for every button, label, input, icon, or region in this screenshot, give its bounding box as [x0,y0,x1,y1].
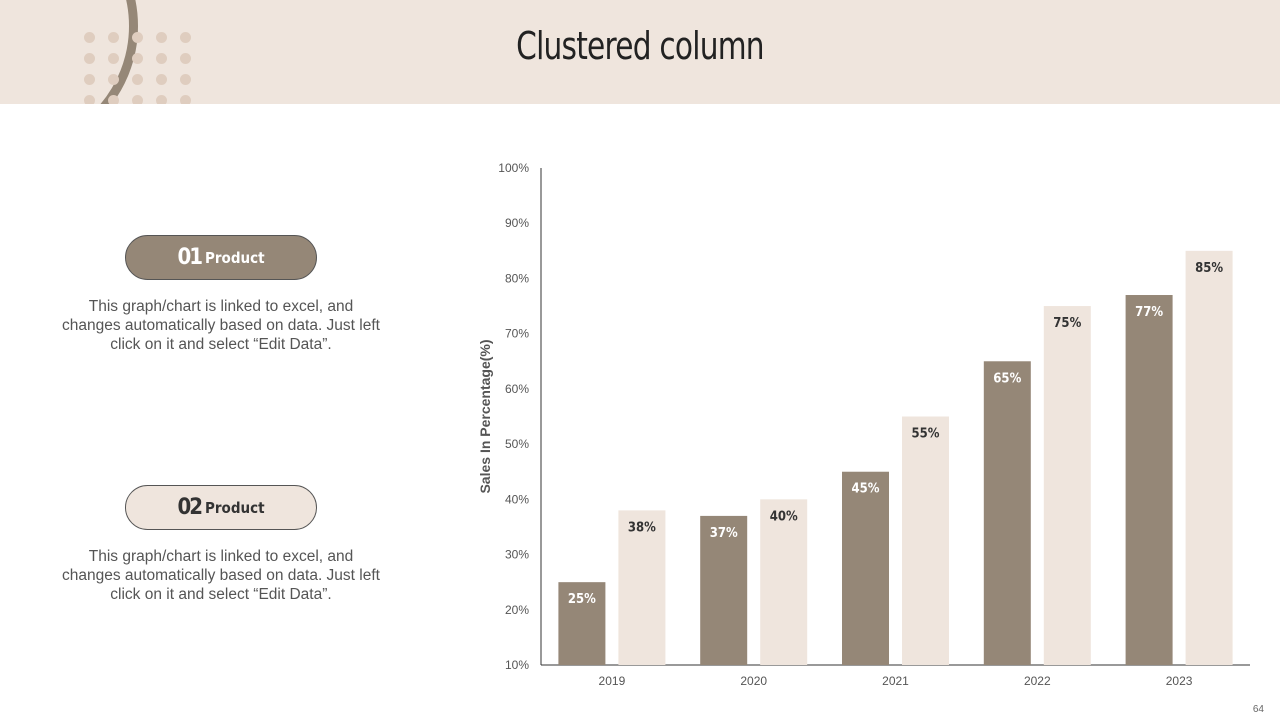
decorative-dot [84,74,95,85]
x-tick-label: 2021 [882,674,909,688]
clustered-column-chart: 10% 20% 30% 40% 50% 60% 70% 80% 90% 100% Sales In … [477,161,1250,688]
decorative-dot [156,53,167,64]
data-label-2022-series-1: 65% [993,371,1021,386]
data-label-2020-series-1: 37% [710,526,738,541]
data-label-2021-series-2: 55% [912,427,940,442]
y-axis-title: Sales In Percentage(%) [477,339,493,493]
decorative-dot [180,32,191,43]
data-label-2021-series-1: 45% [852,482,880,497]
y-tick-label: 70% [505,327,529,341]
bar-2021-series-2 [902,416,949,665]
decorative-dot [108,95,119,104]
decorative-dot [108,53,119,64]
product-02-pill: 02 Product [125,485,317,530]
data-label-2020-series-2: 40% [770,509,798,524]
data-label-2023-series-2: 85% [1195,261,1223,276]
decorative-dot [156,32,167,43]
x-tick-label: 2020 [740,674,767,688]
data-label-2019-series-1: 25% [568,592,596,607]
bar-2023-series-1 [1125,295,1173,665]
y-tick-label: 20% [505,603,529,617]
y-tick-label: 10% [505,658,529,672]
bar-2023-series-2 [1185,250,1233,665]
product-02-label: Product [205,498,265,517]
decorative-dot [156,95,167,104]
decorative-dot [132,95,143,104]
page-number: 64 [1252,704,1264,715]
x-tick-label: 2023 [1166,674,1193,688]
decorative-dot [84,95,95,104]
decorative-dot-grid [84,32,191,104]
product-02-description: This graph/chart is linked to excel, and… [62,548,380,603]
decorative-dot [132,32,143,43]
x-tick-label: 2022 [1024,674,1051,688]
bar-2020-series-2 [760,499,808,665]
decorative-dot [132,53,143,64]
data-label-2019-series-2: 38% [628,520,656,535]
decorative-dot [180,95,191,104]
product-01-description: This graph/chart is linked to excel, and… [62,298,380,353]
page-title: Clustered column [516,24,764,68]
decorative-dot [84,53,95,64]
data-label-2022-series-2: 75% [1053,316,1081,331]
bar-2020-series-1 [700,515,748,665]
bar-2022-series-1 [983,361,1031,665]
decorative-dot [84,32,95,43]
bar-2019-series-2 [618,510,666,665]
data-label-2023-series-1: 77% [1135,305,1163,320]
product-01-label: Product [205,248,265,267]
decorative-dot [156,74,167,85]
y-tick-label: 40% [505,492,529,506]
y-tick-label: 60% [505,382,529,396]
y-tick-label: 100% [498,161,529,175]
decorative-dot [132,74,143,85]
y-tick-label: 90% [505,216,529,230]
product-02-number: 02 [177,495,203,520]
bar-2021-series-1 [842,471,889,665]
bar-2019-series-1 [558,582,606,665]
decorative-ring [0,0,138,104]
product-01-pill: 01 Product [125,235,317,280]
decorative-dot [180,74,191,85]
product-01-number: 01 [177,245,203,270]
header-band: Clustered column [0,0,1280,104]
bar-2022-series-2 [1043,306,1091,665]
decorative-dot [108,74,119,85]
decorative-dot [108,32,119,43]
decorative-dot [180,53,191,64]
y-tick-label: 80% [505,271,529,285]
y-tick-label: 50% [505,437,529,451]
x-tick-label: 2019 [599,674,626,688]
y-tick-label: 30% [505,548,529,562]
